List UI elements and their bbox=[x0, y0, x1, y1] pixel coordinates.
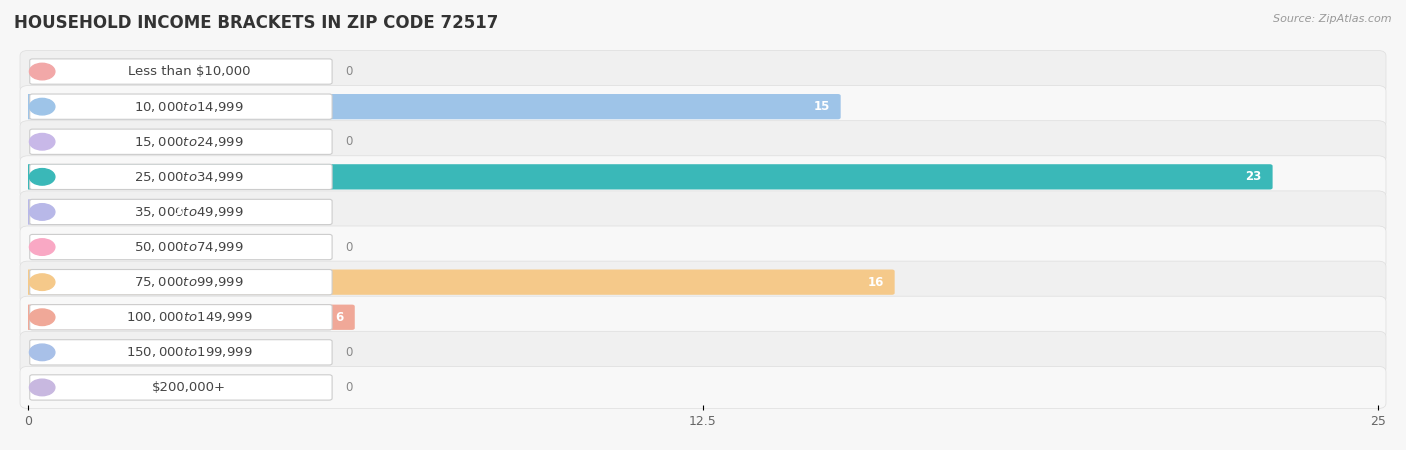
Text: $50,000 to $74,999: $50,000 to $74,999 bbox=[134, 240, 243, 254]
FancyBboxPatch shape bbox=[20, 86, 1386, 128]
Circle shape bbox=[30, 134, 55, 150]
Text: 6: 6 bbox=[336, 311, 344, 324]
Text: 0: 0 bbox=[346, 381, 353, 394]
Circle shape bbox=[30, 344, 55, 360]
Text: $25,000 to $34,999: $25,000 to $34,999 bbox=[134, 170, 243, 184]
FancyBboxPatch shape bbox=[20, 226, 1386, 268]
Text: $15,000 to $24,999: $15,000 to $24,999 bbox=[134, 135, 243, 149]
Text: 0: 0 bbox=[346, 65, 353, 78]
FancyBboxPatch shape bbox=[25, 305, 354, 330]
Text: $10,000 to $14,999: $10,000 to $14,999 bbox=[134, 99, 243, 114]
FancyBboxPatch shape bbox=[20, 296, 1386, 338]
Text: HOUSEHOLD INCOME BRACKETS IN ZIP CODE 72517: HOUSEHOLD INCOME BRACKETS IN ZIP CODE 72… bbox=[14, 14, 499, 32]
Text: $75,000 to $99,999: $75,000 to $99,999 bbox=[134, 275, 243, 289]
FancyBboxPatch shape bbox=[30, 129, 332, 154]
Circle shape bbox=[30, 239, 55, 255]
FancyBboxPatch shape bbox=[30, 305, 332, 330]
Text: 3: 3 bbox=[174, 206, 181, 218]
FancyBboxPatch shape bbox=[30, 199, 332, 225]
FancyBboxPatch shape bbox=[20, 191, 1386, 233]
Circle shape bbox=[30, 309, 55, 325]
Circle shape bbox=[30, 169, 55, 185]
FancyBboxPatch shape bbox=[25, 94, 841, 119]
Text: 0: 0 bbox=[346, 135, 353, 148]
FancyBboxPatch shape bbox=[30, 340, 332, 365]
FancyBboxPatch shape bbox=[20, 261, 1386, 303]
FancyBboxPatch shape bbox=[30, 270, 332, 295]
Text: 0: 0 bbox=[346, 346, 353, 359]
FancyBboxPatch shape bbox=[30, 94, 332, 119]
FancyBboxPatch shape bbox=[25, 270, 894, 295]
Circle shape bbox=[30, 99, 55, 115]
FancyBboxPatch shape bbox=[30, 164, 332, 189]
Text: Source: ZipAtlas.com: Source: ZipAtlas.com bbox=[1274, 14, 1392, 23]
FancyBboxPatch shape bbox=[20, 121, 1386, 163]
Text: $200,000+: $200,000+ bbox=[152, 381, 226, 394]
Circle shape bbox=[30, 274, 55, 290]
Circle shape bbox=[30, 379, 55, 396]
Text: 23: 23 bbox=[1246, 171, 1261, 183]
Text: 15: 15 bbox=[814, 100, 830, 113]
FancyBboxPatch shape bbox=[30, 59, 332, 84]
Text: $100,000 to $149,999: $100,000 to $149,999 bbox=[125, 310, 252, 324]
FancyBboxPatch shape bbox=[30, 234, 332, 260]
Circle shape bbox=[30, 204, 55, 220]
FancyBboxPatch shape bbox=[20, 156, 1386, 198]
Text: Less than $10,000: Less than $10,000 bbox=[128, 65, 250, 78]
FancyBboxPatch shape bbox=[25, 199, 193, 225]
Circle shape bbox=[30, 63, 55, 80]
Text: $150,000 to $199,999: $150,000 to $199,999 bbox=[125, 345, 252, 360]
Text: 16: 16 bbox=[868, 276, 884, 288]
Text: $35,000 to $49,999: $35,000 to $49,999 bbox=[134, 205, 243, 219]
FancyBboxPatch shape bbox=[20, 366, 1386, 409]
FancyBboxPatch shape bbox=[20, 331, 1386, 374]
Text: 0: 0 bbox=[346, 241, 353, 253]
FancyBboxPatch shape bbox=[25, 164, 1272, 189]
FancyBboxPatch shape bbox=[30, 375, 332, 400]
FancyBboxPatch shape bbox=[20, 50, 1386, 93]
